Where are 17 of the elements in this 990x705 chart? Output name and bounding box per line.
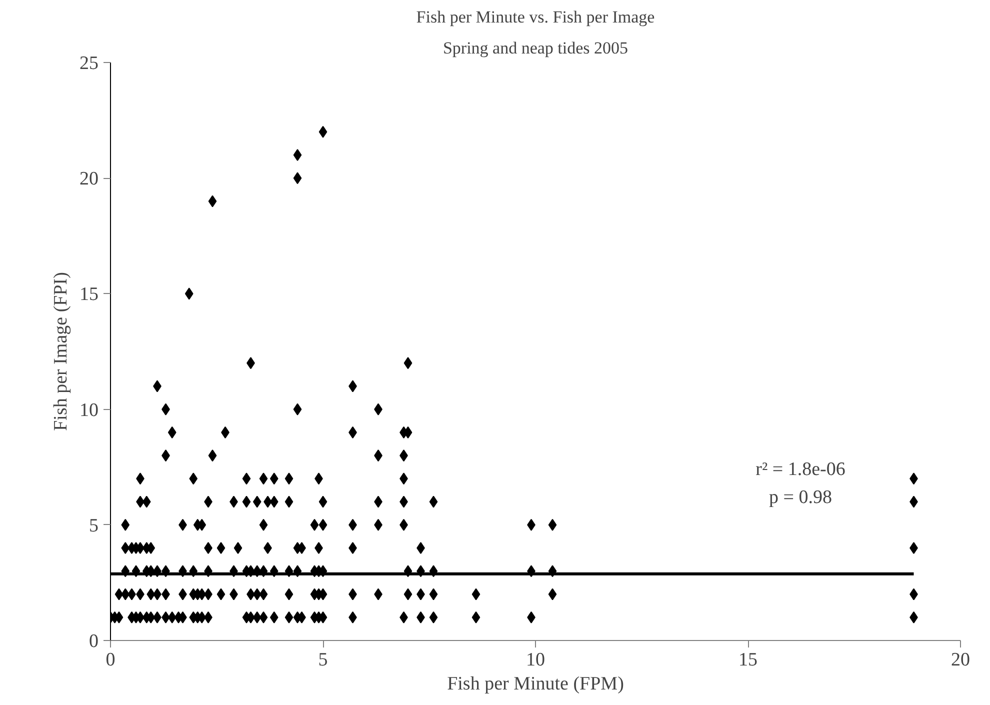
y-axis-title: Fish per Image (FPI) <box>50 272 72 431</box>
y-tick-label: 25 <box>80 53 98 74</box>
x-tick-label: 20 <box>951 650 970 670</box>
y-tick-label: 5 <box>89 515 98 536</box>
y-tick-label: 20 <box>80 168 98 190</box>
x-tick-label: 15 <box>738 650 758 670</box>
x-axis-title: Fish per Minute (FPM) <box>447 674 624 694</box>
x-tick-label: 0 <box>106 650 116 670</box>
annotation: p = 0.98 <box>769 487 832 508</box>
x-tick-label: 10 <box>526 650 545 670</box>
annotation: r² = 1.8e-06 <box>756 459 846 480</box>
chart-subtitle: Spring and neap tides 2005 <box>442 38 628 58</box>
y-tick-label: 15 <box>80 284 98 306</box>
chart-title: Fish per Minute vs. Fish per Image <box>416 8 655 26</box>
y-tick-label: 0 <box>89 631 98 652</box>
x-tick-label: 5 <box>318 650 328 670</box>
y-tick-label: 10 <box>80 400 98 421</box>
